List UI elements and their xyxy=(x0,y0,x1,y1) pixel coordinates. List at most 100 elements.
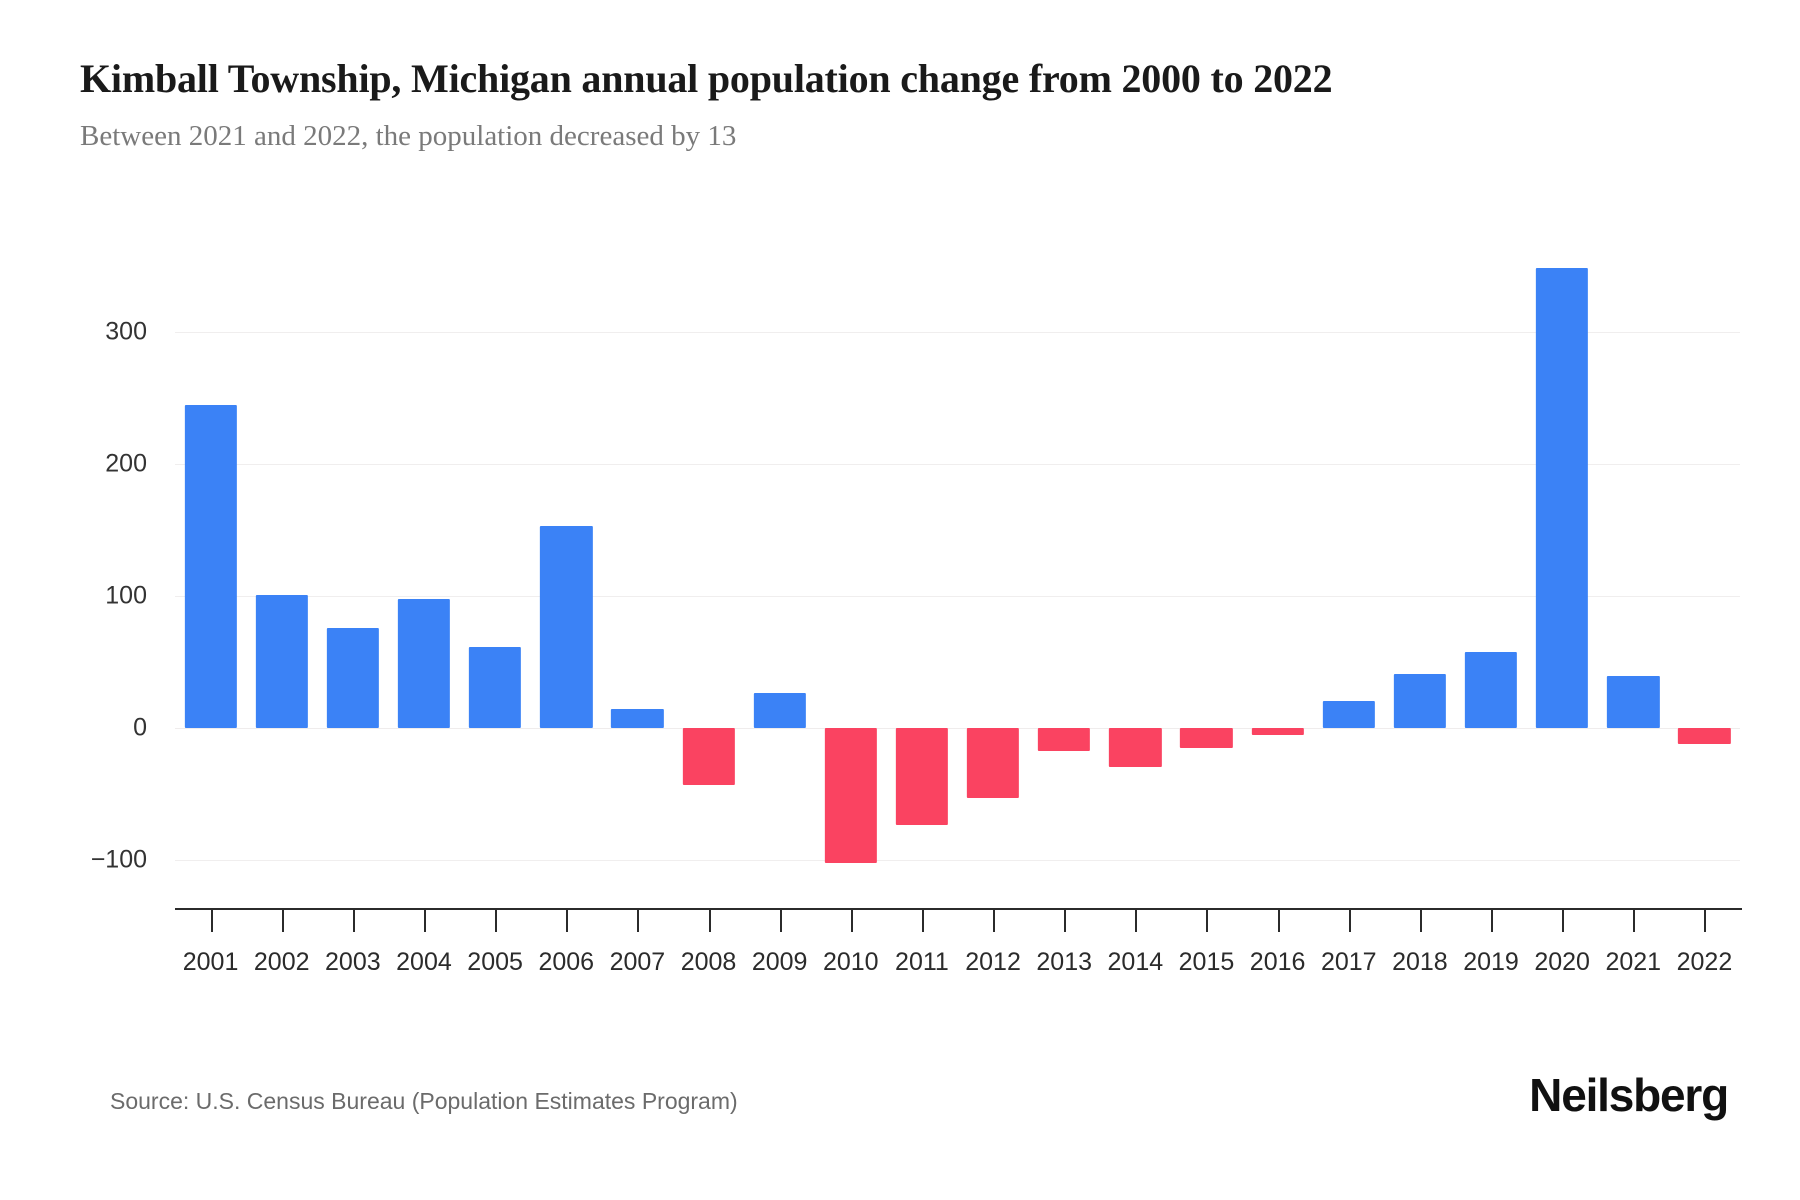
x-tick xyxy=(1135,910,1138,932)
bar-2017[interactable] xyxy=(1322,700,1375,729)
x-axis-label-2008: 2008 xyxy=(680,948,737,976)
bar-slot xyxy=(1029,240,1100,900)
bar-slot xyxy=(1100,240,1171,900)
x-axis-label-2006: 2006 xyxy=(538,948,595,976)
bar-2012[interactable] xyxy=(966,728,1020,799)
bar-2004[interactable] xyxy=(397,599,451,729)
x-tick xyxy=(1419,910,1422,932)
bar-series xyxy=(175,240,1740,900)
x-axis-label-2018: 2018 xyxy=(1392,948,1448,976)
x-axis-label-2007: 2007 xyxy=(609,948,666,976)
bar-2019[interactable] xyxy=(1464,651,1518,729)
x-axis-label-2017: 2017 xyxy=(1320,948,1377,976)
bar-slot xyxy=(602,240,673,900)
y-axis-label: 100 xyxy=(105,581,147,610)
bar-2021[interactable] xyxy=(1607,675,1660,729)
bar-slot xyxy=(1313,240,1384,900)
gridline--100 xyxy=(175,860,1740,862)
x-tick xyxy=(1277,910,1280,932)
bar-slot xyxy=(1171,240,1242,900)
bar-2002[interactable] xyxy=(255,595,308,729)
x-axis-label-2016: 2016 xyxy=(1249,948,1306,976)
x-axis-label-2014: 2014 xyxy=(1107,948,1164,976)
y-axis-label: 300 xyxy=(105,317,147,346)
x-axis-label-2011: 2011 xyxy=(895,948,949,976)
x-axis-label-2002: 2002 xyxy=(253,948,310,976)
page-subtitle: Between 2021 and 2022, the population de… xyxy=(80,120,737,152)
bar-slot xyxy=(317,240,388,900)
bar-slot xyxy=(531,240,602,900)
x-axis-label-2004: 2004 xyxy=(396,948,452,976)
bar-2001[interactable] xyxy=(184,405,237,729)
x-axis-label-2010: 2010 xyxy=(822,948,879,976)
x-axis-label-2005: 2005 xyxy=(467,948,523,976)
bar-2018[interactable] xyxy=(1393,674,1447,729)
x-tick xyxy=(423,910,426,932)
bar-2014[interactable] xyxy=(1109,728,1162,767)
bar-slot xyxy=(1242,240,1313,900)
bar-slot xyxy=(1527,240,1598,900)
page-title: Kimball Township, Michigan annual popula… xyxy=(80,56,1333,101)
bar-2007[interactable] xyxy=(611,708,664,729)
x-tick xyxy=(1491,910,1494,932)
x-tick xyxy=(1064,910,1067,932)
x-axis-label-2022: 2022 xyxy=(1676,948,1733,976)
bar-2022[interactable] xyxy=(1678,728,1731,745)
bar-2015[interactable] xyxy=(1180,728,1233,749)
bar-slot xyxy=(744,240,815,900)
x-axis-label-2019: 2019 xyxy=(1463,948,1519,976)
x-tick xyxy=(1704,910,1707,932)
bar-slot xyxy=(958,240,1029,900)
bar-2003[interactable] xyxy=(326,628,379,729)
gridline-300 xyxy=(175,332,1740,334)
y-axis-label: −100 xyxy=(90,845,147,874)
bar-2013[interactable] xyxy=(1038,728,1091,751)
bar-slot xyxy=(388,240,459,900)
bar-2006[interactable] xyxy=(540,526,593,729)
x-tick xyxy=(921,910,924,932)
plot-area xyxy=(175,240,1740,900)
bar-2016[interactable] xyxy=(1251,728,1304,735)
bar-2010[interactable] xyxy=(824,728,877,864)
bar-slot xyxy=(1598,240,1669,900)
source-note: Source: U.S. Census Bureau (Population E… xyxy=(110,1088,738,1114)
x-axis-label-2003: 2003 xyxy=(325,948,381,976)
bar-2005[interactable] xyxy=(468,646,522,729)
bar-slot xyxy=(1384,240,1455,900)
bar-slot xyxy=(460,240,531,900)
x-tick xyxy=(1633,910,1636,932)
gridline-200 xyxy=(175,464,1740,466)
x-tick xyxy=(352,910,355,932)
x-tick xyxy=(708,910,711,932)
x-tick xyxy=(779,910,782,932)
x-tick xyxy=(993,910,996,932)
bar-slot xyxy=(1455,240,1526,900)
y-axis-label: 0 xyxy=(133,713,147,742)
bar-2011[interactable] xyxy=(895,728,949,825)
gridline-100 xyxy=(175,596,1740,598)
x-tick xyxy=(495,910,498,932)
x-tick xyxy=(210,910,213,932)
x-tick xyxy=(637,910,640,932)
bar-slot xyxy=(175,240,246,900)
x-tick xyxy=(1562,910,1565,932)
x-tick xyxy=(566,910,569,932)
x-axis-label-2001: 2001 xyxy=(182,948,239,976)
gridline-0 xyxy=(175,728,1740,730)
bar-2009[interactable] xyxy=(753,692,806,729)
x-tick xyxy=(1206,910,1209,932)
x-axis-label-2015: 2015 xyxy=(1178,948,1235,976)
bar-2020[interactable] xyxy=(1536,267,1589,729)
x-axis-label-2020: 2020 xyxy=(1534,948,1590,976)
bar-2008[interactable] xyxy=(682,728,735,786)
x-axis-line xyxy=(175,908,1742,910)
x-axis-label-2009: 2009 xyxy=(751,948,808,976)
y-axis-label: 200 xyxy=(105,449,147,478)
x-axis-label-2012: 2012 xyxy=(965,948,1021,976)
x-axis-label-2013: 2013 xyxy=(1036,948,1093,976)
bar-slot xyxy=(886,240,957,900)
brand-logo: Neilsberg xyxy=(1529,1069,1729,1121)
bar-slot xyxy=(815,240,886,900)
x-tick xyxy=(281,910,284,932)
